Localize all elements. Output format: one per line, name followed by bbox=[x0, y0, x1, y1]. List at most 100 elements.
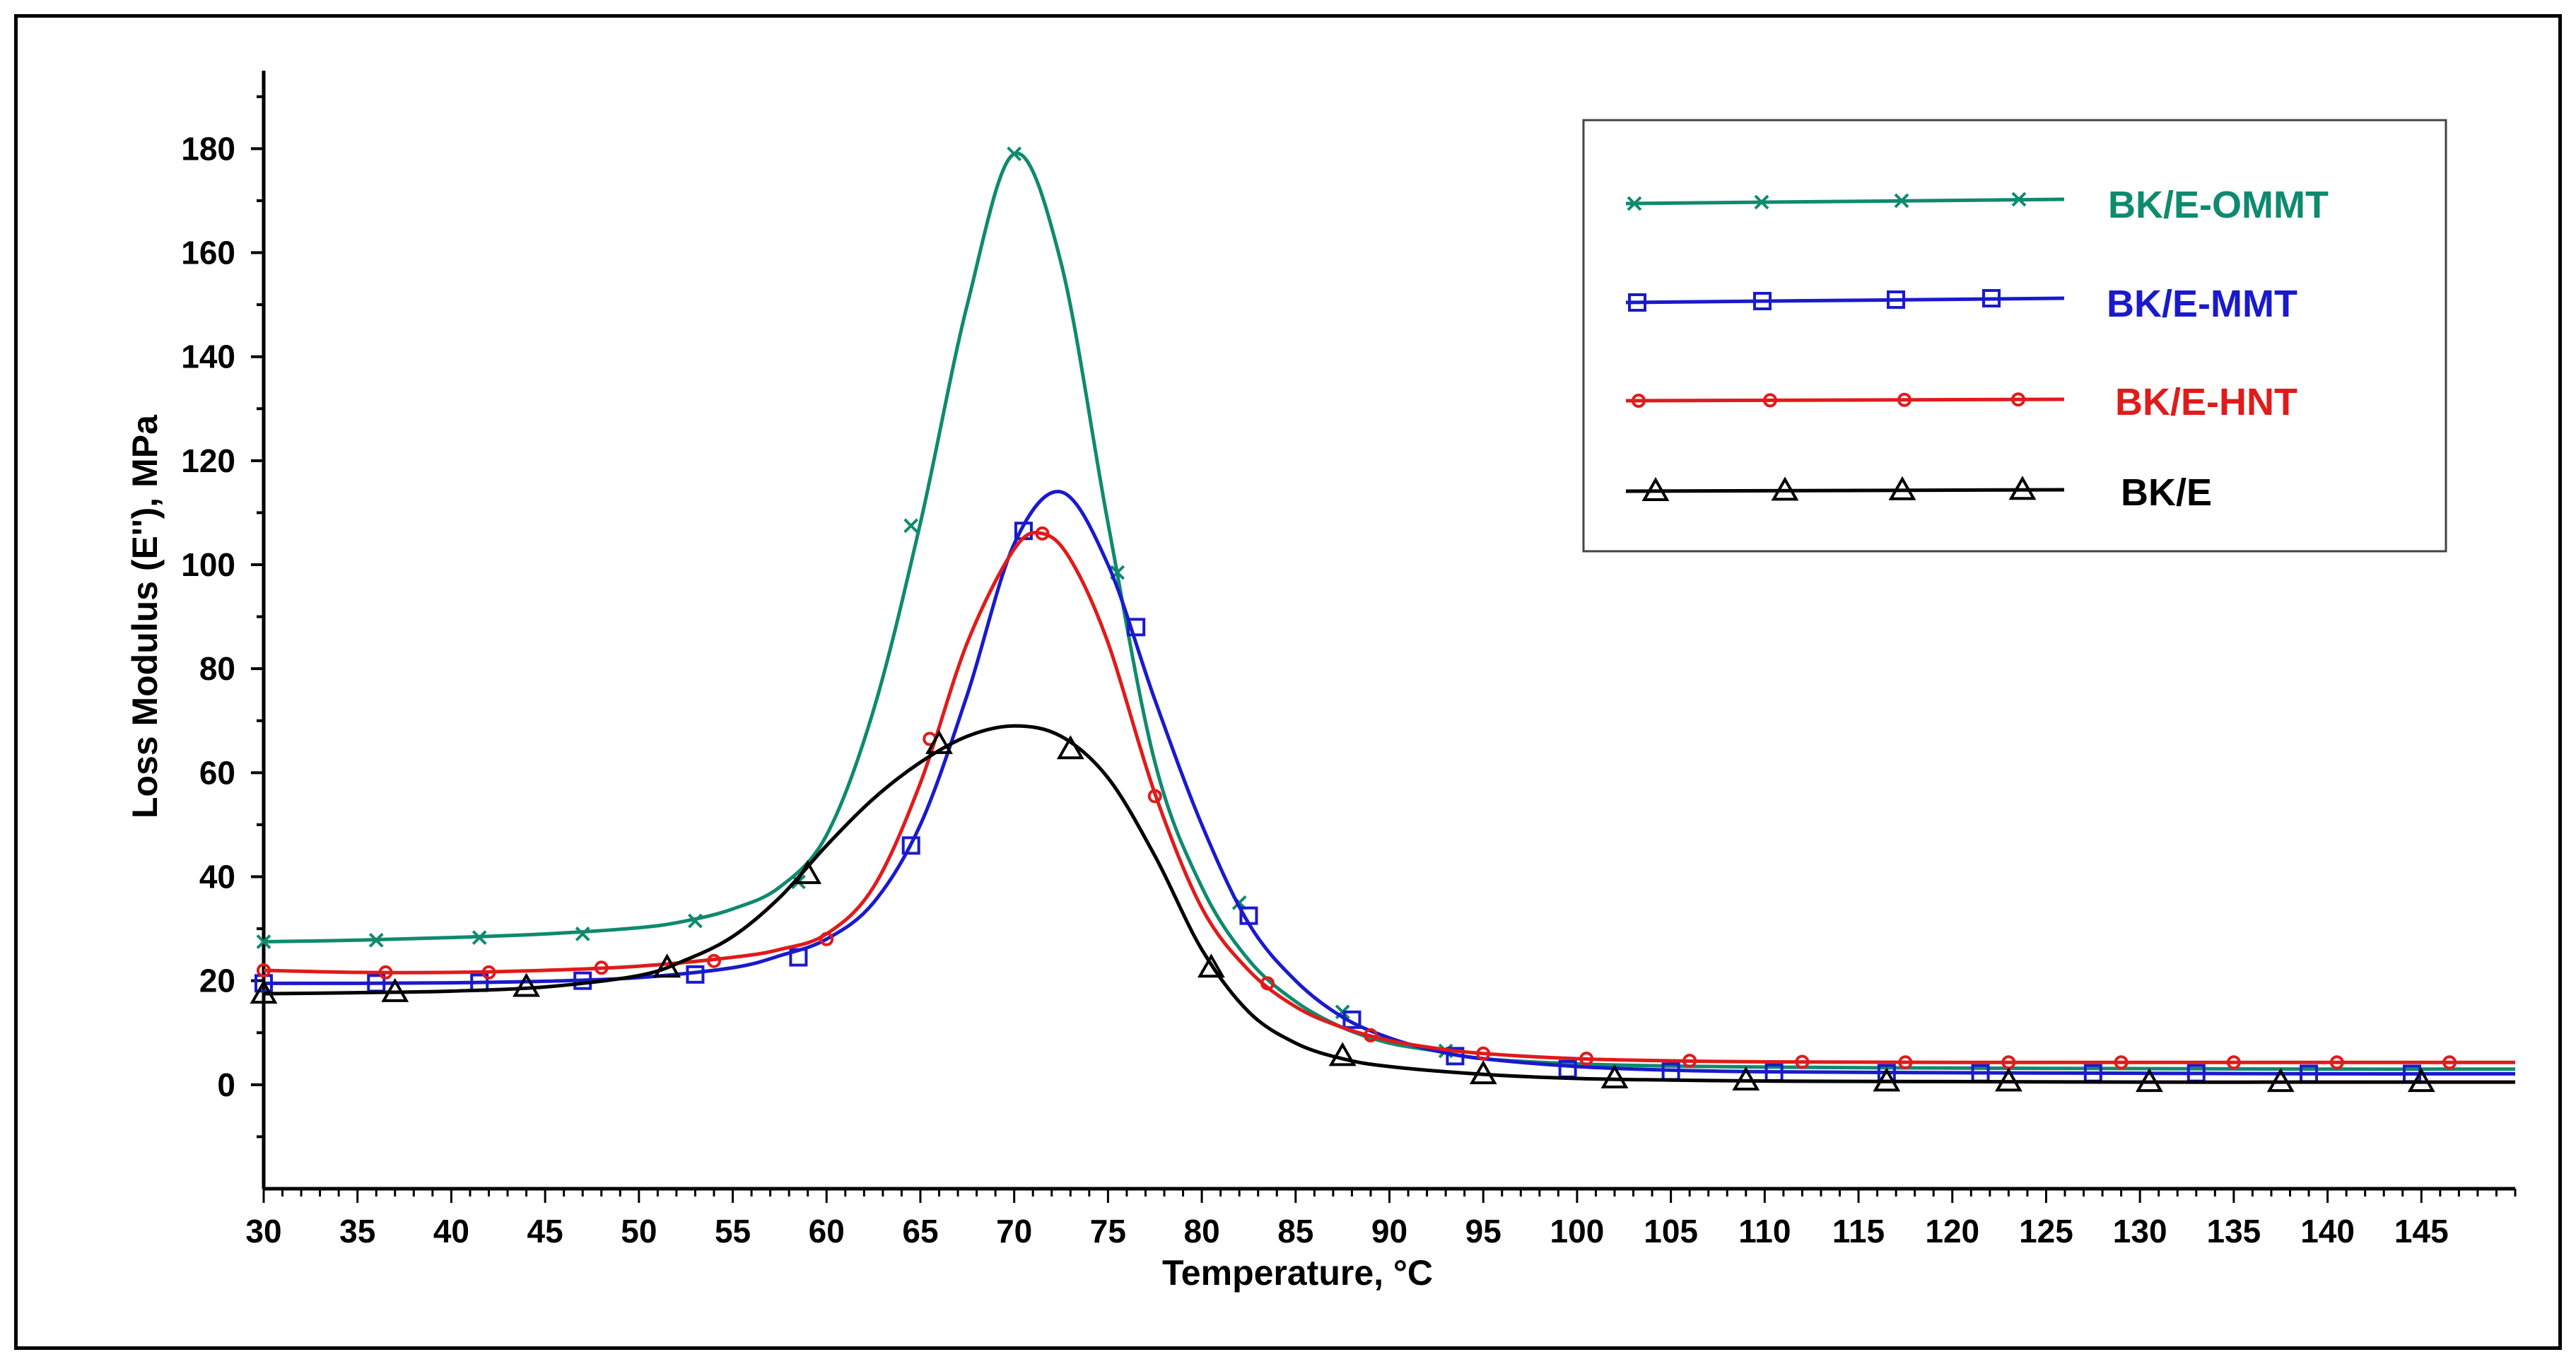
x-tick-label: 110 bbox=[1738, 1213, 1791, 1250]
data-point-marker bbox=[2329, 1055, 2344, 1070]
plot-area: 0 20 40 60 80 100 120 140 160 180 30 35 40 45 50 55 60 65… bbox=[181, 71, 2517, 1250]
data-point-marker bbox=[472, 930, 487, 946]
x-tick-label: 35 bbox=[339, 1213, 375, 1250]
legend-marker bbox=[1641, 476, 1670, 501]
data-point-marker bbox=[1873, 1067, 1901, 1092]
legend-marker bbox=[2008, 476, 2037, 500]
x-tick-label: 105 bbox=[1644, 1213, 1698, 1250]
data-point-marker bbox=[707, 953, 721, 968]
data-point-marker bbox=[368, 932, 384, 948]
data-point-marker bbox=[594, 960, 609, 975]
y-tick-label: 140 bbox=[181, 339, 235, 375]
y-tick-label: 80 bbox=[199, 650, 235, 687]
x-tick-label: 115 bbox=[1832, 1213, 1885, 1250]
data-point-marker bbox=[688, 913, 703, 929]
series-group bbox=[250, 146, 2516, 1093]
data-point-marker bbox=[1007, 146, 1022, 162]
series-bk-e-mmt bbox=[254, 490, 2516, 1083]
legend-marker bbox=[2011, 192, 2027, 207]
legend-marker bbox=[2011, 392, 2025, 407]
legend-marker bbox=[1894, 193, 1909, 208]
data-point-marker bbox=[1579, 1052, 1594, 1066]
data-point-marker bbox=[1795, 1054, 1810, 1069]
legend-label: BK/E-HNT bbox=[2115, 381, 2297, 423]
legend-line bbox=[1625, 296, 2065, 305]
legend-marker bbox=[1753, 292, 1772, 310]
legend-line bbox=[1625, 488, 2065, 493]
legend-entry: BK/E-OMMT bbox=[1625, 184, 2329, 226]
y-tick-label: 0 bbox=[217, 1066, 235, 1103]
legend-line bbox=[1625, 397, 2065, 403]
data-point-marker bbox=[2442, 1055, 2457, 1070]
data-point-marker bbox=[1682, 1053, 1697, 1068]
y-tick-label: 100 bbox=[181, 546, 235, 583]
data-point-marker bbox=[1469, 1060, 1497, 1085]
x-tick-label: 135 bbox=[2207, 1213, 2261, 1250]
series-bk-e-hnt bbox=[257, 526, 2515, 1070]
x-tick-label: 55 bbox=[715, 1213, 751, 1250]
x-tick-label: 120 bbox=[1925, 1213, 1979, 1250]
data-point-marker bbox=[381, 977, 409, 1002]
ticks-group: 0 20 40 60 80 100 120 140 160 180 30 35 40 45 50 55 60 65… bbox=[181, 95, 2517, 1250]
x-axis-title: Temperature, °C bbox=[1162, 1253, 1433, 1293]
data-point-marker bbox=[1994, 1067, 2022, 1092]
x-tick-label: 80 bbox=[1183, 1213, 1219, 1250]
x-tick-label: 140 bbox=[2300, 1213, 2355, 1250]
data-point-marker bbox=[1239, 906, 1258, 925]
y-tick-label: 60 bbox=[199, 754, 235, 791]
x-tick-label: 30 bbox=[245, 1213, 281, 1250]
x-tick-label: 145 bbox=[2394, 1213, 2449, 1250]
data-point-marker bbox=[573, 971, 592, 990]
x-tick-label: 90 bbox=[1371, 1213, 1407, 1250]
x-tick-label: 40 bbox=[433, 1213, 469, 1250]
data-point-marker bbox=[256, 934, 271, 949]
legend-label: BK/E bbox=[2121, 471, 2212, 514]
data-point-marker bbox=[1260, 976, 1275, 991]
data-point-marker bbox=[2135, 1068, 2163, 1093]
legend-line bbox=[1625, 197, 2065, 206]
series-bk-e bbox=[250, 724, 2515, 1093]
data-point-marker bbox=[653, 953, 681, 978]
legend-marker bbox=[1628, 293, 1646, 312]
x-tick-label: 100 bbox=[1550, 1213, 1605, 1250]
legend-entry: BK/E-HNT bbox=[1625, 381, 2297, 423]
data-point-marker bbox=[481, 965, 496, 980]
legend-marker bbox=[1888, 476, 1916, 500]
legend-marker bbox=[1627, 196, 1642, 211]
data-point-marker bbox=[575, 927, 590, 941]
legend-marker bbox=[1632, 394, 1646, 408]
legend: BK/E-OMMT BK/E-MMT BK/E-HNT BK/E bbox=[1582, 119, 2447, 553]
legend-entry: BK/E-MMT bbox=[1625, 283, 2297, 325]
legend-marker bbox=[1897, 392, 1911, 407]
data-point-marker bbox=[1147, 789, 1162, 804]
data-point-marker bbox=[789, 948, 808, 967]
legend-label: BK/E-OMMT bbox=[2108, 184, 2329, 226]
data-point-marker bbox=[1363, 1028, 1378, 1042]
data-point-marker bbox=[903, 518, 919, 534]
data-point-marker bbox=[1127, 618, 1146, 637]
y-tick-label: 180 bbox=[181, 130, 235, 167]
data-point-marker bbox=[2266, 1068, 2295, 1093]
data-point-marker bbox=[378, 965, 393, 980]
legend-marker bbox=[1771, 476, 1799, 501]
data-point-marker bbox=[819, 931, 834, 946]
data-point-marker bbox=[513, 972, 541, 997]
data-point-marker bbox=[1328, 1042, 1357, 1066]
y-tick-label: 40 bbox=[199, 859, 235, 895]
y-tick-label: 160 bbox=[181, 235, 235, 271]
data-point-marker bbox=[925, 729, 953, 754]
x-tick-label: 125 bbox=[2019, 1213, 2073, 1250]
data-point-marker bbox=[1476, 1046, 1491, 1061]
y-axis-title: Loss Modulus (E''), MPa bbox=[125, 414, 165, 818]
data-point-marker bbox=[257, 963, 271, 977]
data-point-marker bbox=[250, 980, 278, 1004]
data-point-marker bbox=[1600, 1064, 1629, 1089]
data-point-marker bbox=[1446, 1047, 1465, 1066]
data-point-marker bbox=[2407, 1068, 2435, 1093]
legend-marker bbox=[1763, 393, 1777, 408]
data-point-marker bbox=[1035, 526, 1050, 541]
legend-label: BK/E-MMT bbox=[2107, 283, 2297, 325]
legend-entry: BK/E bbox=[1625, 471, 2212, 514]
data-point-marker bbox=[794, 859, 822, 884]
